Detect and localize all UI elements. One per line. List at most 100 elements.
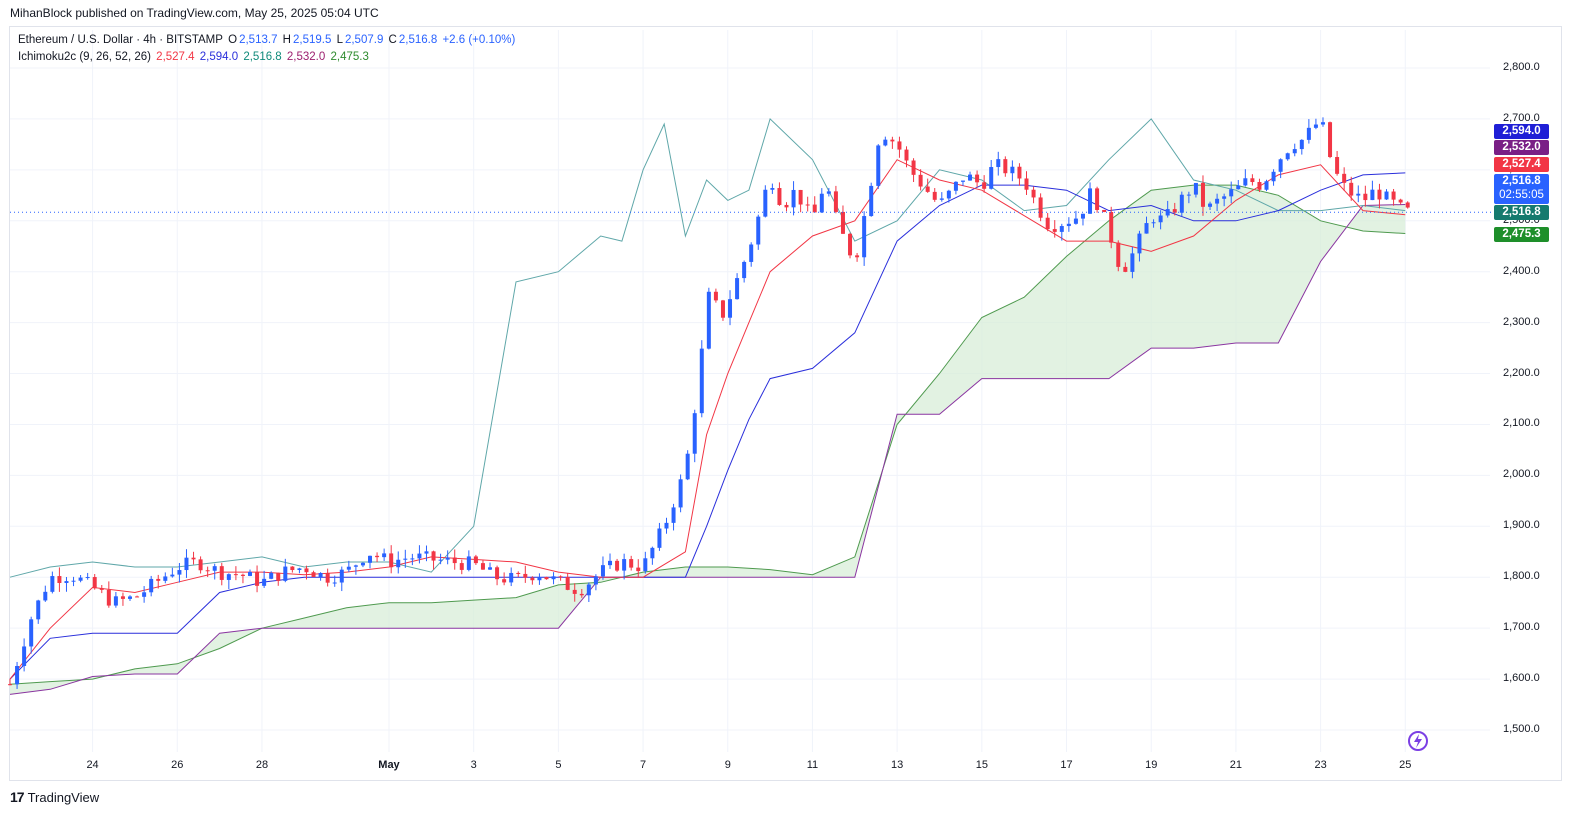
candle-body bbox=[1320, 122, 1325, 125]
candle-body bbox=[509, 572, 514, 583]
candle-body bbox=[544, 577, 549, 580]
candle-body bbox=[170, 574, 175, 577]
candle-body bbox=[177, 570, 182, 575]
y-tick-label: 2,800.0 bbox=[1503, 61, 1540, 73]
candle-body bbox=[1193, 182, 1198, 195]
candle-body bbox=[763, 189, 768, 217]
candle-body bbox=[1031, 189, 1036, 198]
candle-body bbox=[1377, 189, 1382, 200]
candle-body bbox=[43, 591, 48, 601]
x-tick-label: 3 bbox=[470, 759, 477, 771]
symbol-legend[interactable]: Ethereum / U.S. Dollar · 4h · BITSTAMP O… bbox=[18, 34, 517, 46]
candle-body bbox=[664, 522, 669, 529]
candle-body bbox=[473, 556, 478, 564]
candle-body bbox=[1342, 173, 1347, 183]
lagging-line bbox=[9, 117, 1406, 578]
candle-body bbox=[396, 559, 401, 568]
x-tick-label: 21 bbox=[1229, 759, 1243, 771]
candle-body bbox=[1299, 139, 1304, 150]
lightning-icon[interactable] bbox=[1405, 729, 1431, 753]
candle-body bbox=[699, 348, 704, 414]
candle-body bbox=[615, 560, 620, 571]
candle-body bbox=[551, 576, 556, 580]
indicator-legend[interactable]: Ichimoku2c (9, 26, 52, 26) 2,527.4 2,594… bbox=[18, 51, 371, 63]
candle-body bbox=[1243, 178, 1248, 186]
x-tick-label: 7 bbox=[640, 759, 647, 771]
candle-body bbox=[64, 581, 69, 583]
candle-body bbox=[735, 278, 740, 300]
candle-body bbox=[1384, 191, 1389, 200]
candle-body bbox=[657, 528, 662, 548]
candle-body bbox=[918, 174, 923, 187]
candle-body bbox=[1116, 242, 1121, 267]
candle-body bbox=[1179, 194, 1184, 213]
candle-body bbox=[608, 560, 613, 566]
x-tick-label: 15 bbox=[975, 759, 988, 771]
candle-body bbox=[869, 185, 874, 217]
candle-body bbox=[452, 557, 457, 564]
candle-body bbox=[424, 551, 429, 554]
candle-body bbox=[692, 413, 697, 454]
candle-body bbox=[629, 559, 634, 568]
y-tick-label: 2,200.0 bbox=[1503, 366, 1540, 379]
candle-body bbox=[212, 566, 217, 571]
candle-body bbox=[784, 204, 789, 208]
y-tick-label: 2,700.0 bbox=[1503, 111, 1540, 124]
candle-body bbox=[120, 596, 125, 599]
candle-body bbox=[812, 204, 817, 213]
candle-body bbox=[600, 565, 605, 577]
candle-body bbox=[332, 582, 337, 584]
candle-body bbox=[113, 596, 118, 606]
candle-body bbox=[833, 191, 838, 212]
candle-body bbox=[29, 619, 34, 647]
candle-body bbox=[495, 567, 500, 580]
grid bbox=[10, 30, 1490, 752]
candle-body bbox=[537, 577, 542, 581]
y-tick-label: 2,100.0 bbox=[1503, 417, 1540, 430]
candle-body bbox=[953, 181, 958, 191]
candle-body bbox=[968, 174, 973, 181]
open-label: O bbox=[228, 34, 238, 46]
close-label: C bbox=[388, 34, 397, 46]
y-tick-label: 1,700.0 bbox=[1503, 621, 1540, 634]
x-tick-label: 26 bbox=[171, 759, 184, 771]
candle-body bbox=[1130, 253, 1135, 272]
candle-body bbox=[1278, 159, 1283, 172]
candle-body bbox=[78, 577, 83, 581]
symbol-name: Ethereum / U.S. Dollar · 4h · BITSTAMP bbox=[18, 34, 223, 46]
candle-body bbox=[1038, 197, 1043, 218]
lead2-badge: 2,532.0 bbox=[1494, 140, 1549, 155]
candle-body bbox=[911, 160, 916, 175]
candle-body bbox=[445, 557, 450, 560]
candle-body bbox=[579, 593, 584, 596]
candle-body bbox=[339, 569, 344, 583]
candle-body bbox=[713, 291, 718, 301]
candle-body bbox=[184, 557, 189, 571]
candle-body bbox=[530, 577, 535, 581]
x-tick-label: 19 bbox=[1145, 759, 1158, 771]
tradingview-footer[interactable]: 17 TradingView bbox=[10, 789, 99, 805]
candle-body bbox=[1137, 233, 1142, 254]
candle-body bbox=[1398, 199, 1403, 203]
candle-body bbox=[297, 568, 302, 571]
open-value: 2,513.7 bbox=[239, 34, 278, 46]
candle-body bbox=[925, 186, 930, 192]
candle-body bbox=[904, 149, 909, 161]
conversion-value: 2,527.4 bbox=[156, 51, 195, 63]
base-line bbox=[9, 172, 1406, 680]
conversion-line bbox=[9, 159, 1406, 680]
base-value: 2,594.0 bbox=[199, 51, 239, 63]
candle-body bbox=[290, 566, 295, 571]
candle-body bbox=[932, 191, 937, 200]
candle-body bbox=[1123, 266, 1128, 272]
candle-body bbox=[1080, 213, 1085, 219]
change-value: +2.6 (+0.10%) bbox=[442, 34, 516, 46]
candle-body bbox=[8, 684, 12, 686]
candle-body bbox=[226, 574, 231, 580]
y-tick-label: 1,800.0 bbox=[1503, 570, 1540, 583]
candle-body bbox=[770, 188, 775, 190]
candle-body bbox=[438, 559, 443, 561]
candle-body bbox=[106, 589, 111, 606]
countdown: 02:55:05 bbox=[1499, 189, 1544, 201]
